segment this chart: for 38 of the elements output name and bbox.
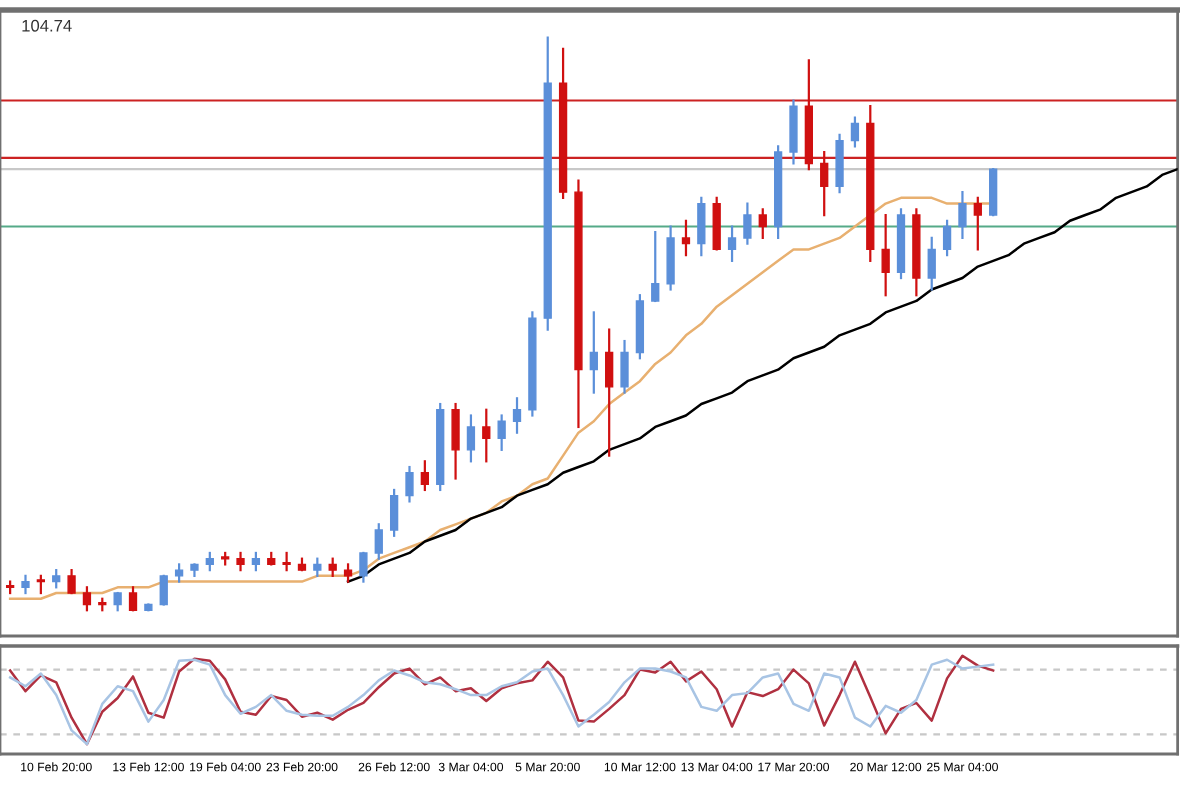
candlestick — [620, 339, 629, 394]
candlestick — [850, 116, 860, 148]
candlestick — [512, 397, 522, 434]
candlestick — [681, 219, 691, 257]
candlestick — [743, 202, 752, 245]
candlestick — [927, 236, 936, 291]
candlestick — [497, 414, 506, 451]
candlestick — [727, 225, 737, 262]
candlestick — [605, 328, 614, 457]
text: 104.74 — [22, 19, 72, 32]
candlestick — [389, 488, 399, 537]
candlestick — [958, 191, 967, 240]
candlestick — [589, 311, 598, 394]
candlestick — [758, 208, 767, 240]
candlestick — [789, 99, 798, 165]
candlestick — [21, 574, 30, 595]
candlestick — [466, 414, 476, 463]
candlestick — [359, 551, 368, 583]
candlestick — [666, 225, 675, 291]
candlestick — [651, 231, 660, 303]
candlestick — [942, 219, 952, 257]
candlestick — [374, 523, 383, 560]
candlestick — [482, 408, 491, 463]
candlestick — [712, 196, 721, 251]
candlestick — [159, 574, 168, 606]
candlestick — [973, 196, 982, 251]
candlestick — [835, 133, 844, 194]
candlestick — [67, 569, 76, 595]
candlestick — [420, 460, 430, 492]
candlestick — [820, 150, 829, 217]
candlestick — [881, 213, 890, 297]
candlestick — [989, 168, 998, 217]
candlestick — [128, 586, 138, 612]
candlestick — [236, 551, 245, 572]
candlestick — [451, 402, 460, 480]
candlestick — [405, 465, 414, 503]
candlestick — [697, 196, 706, 257]
candlestick — [82, 586, 92, 612]
